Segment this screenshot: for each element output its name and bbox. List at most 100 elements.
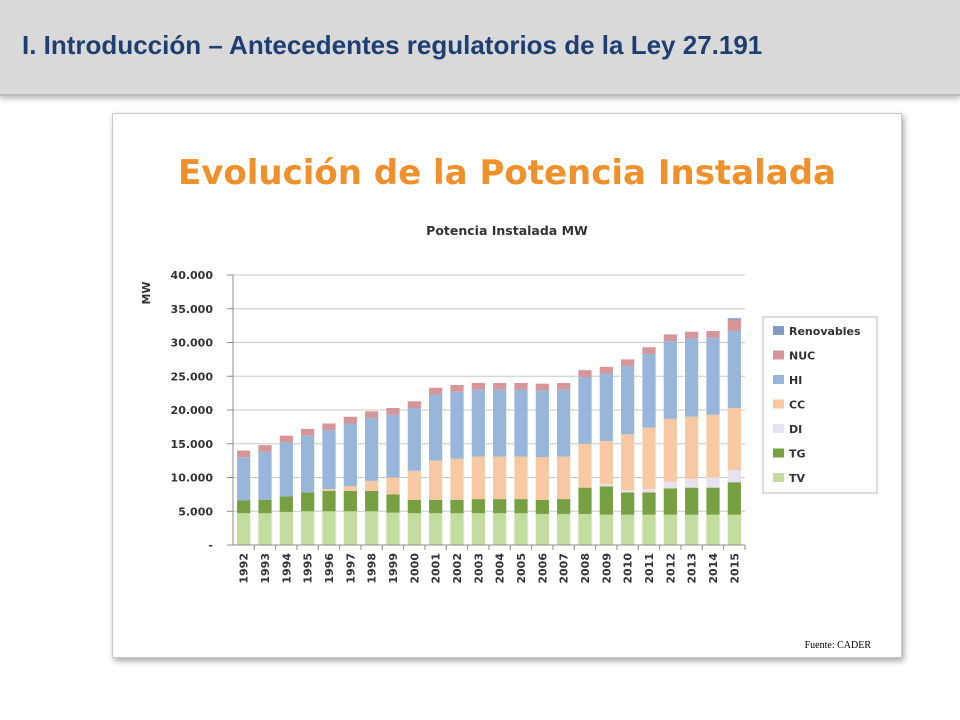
bar-segment-tg-2010 xyxy=(621,492,635,515)
bar-segment-cc-2002 xyxy=(450,458,464,500)
x-tick-label: 1998 xyxy=(366,553,379,584)
bar-segment-nuc-2010 xyxy=(621,359,635,367)
x-tick-label: 2006 xyxy=(536,553,549,584)
y-tick-label: 10.000 xyxy=(171,472,214,485)
bar-segment-tg-1997 xyxy=(343,491,357,512)
bar-segment-hi-2004 xyxy=(493,389,507,457)
y-tick-label: 40.000 xyxy=(171,269,214,282)
bar-segment-tg-1996 xyxy=(322,491,336,512)
bar-segment-tv-2015 xyxy=(727,514,741,546)
bar-segment-hi-2001 xyxy=(429,394,443,461)
bar-segment-renovables-2015 xyxy=(727,318,741,320)
bar-segment-cc-1997 xyxy=(343,486,357,491)
x-tick-label: 1996 xyxy=(323,553,336,584)
bar-segment-cc-2015 xyxy=(727,407,741,471)
bar-segment-nuc-2001 xyxy=(429,387,443,395)
x-tick-label: 1997 xyxy=(344,553,357,584)
bar-segment-cc-2007 xyxy=(557,456,571,500)
chart-image-frame: Evolución de la Potencia Instalada Poten… xyxy=(112,113,902,658)
bar-segment-hi-2007 xyxy=(557,389,571,457)
bar-segment-tg-2006 xyxy=(535,499,549,514)
x-tick-label: 2009 xyxy=(600,553,613,584)
legend-swatch-cc xyxy=(773,399,784,409)
bar-segment-nuc-2000 xyxy=(407,401,421,408)
bar-segment-tg-1999 xyxy=(386,494,400,513)
bar-segment-tv-2004 xyxy=(493,513,507,545)
bar-segment-di-2014 xyxy=(706,477,720,488)
x-tick-label: 2000 xyxy=(408,553,421,584)
bar-segment-tg-2012 xyxy=(663,488,677,515)
bar-segment-nuc-2003 xyxy=(471,383,485,390)
bar-segment-tv-1992 xyxy=(237,513,251,545)
bar-segment-cc-2012 xyxy=(663,418,677,482)
bar-segment-tv-1999 xyxy=(386,512,400,545)
bar-segment-nuc-2004 xyxy=(493,383,507,390)
bar-segment-nuc-2007 xyxy=(557,383,571,390)
bar-segment-cc-2014 xyxy=(706,414,720,478)
bar-segment-tv-1995 xyxy=(301,511,315,545)
x-tick-label: 1994 xyxy=(280,553,293,584)
bar-segment-hi-1996 xyxy=(322,430,336,489)
bar-segment-cc-2000 xyxy=(407,470,421,500)
bar-segment-cc-2011 xyxy=(642,427,656,489)
bars xyxy=(237,318,741,546)
bar-segment-nuc-2012 xyxy=(663,334,677,342)
bar-segment-tv-2013 xyxy=(685,514,699,546)
bar-segment-tv-2007 xyxy=(557,513,571,545)
x-tick-label: 2012 xyxy=(664,553,677,584)
bar-segment-tg-2014 xyxy=(706,487,720,515)
y-tick-label: 5.000 xyxy=(178,505,213,518)
legend-swatch-tv xyxy=(773,473,784,482)
bar-segment-nuc-1995 xyxy=(301,428,315,436)
bar-segment-cc-1996 xyxy=(322,488,336,491)
bar-segment-tv-2002 xyxy=(450,513,464,545)
bar-segment-hi-2015 xyxy=(727,331,741,408)
bar-segment-cc-2003 xyxy=(471,456,485,500)
bar-segment-nuc-1992 xyxy=(237,450,251,458)
bar-segment-hi-1993 xyxy=(258,451,272,500)
bar-segment-hi-2005 xyxy=(514,389,528,457)
bar-segment-nuc-1994 xyxy=(279,435,293,443)
bar-segment-tv-2008 xyxy=(578,513,592,545)
legend-swatch-renovables xyxy=(773,326,784,335)
bar-segment-nuc-2002 xyxy=(450,385,464,392)
legend-swatch-di xyxy=(773,424,784,433)
legend-label-tv: TV xyxy=(789,472,806,485)
bar-segment-cc-2009 xyxy=(599,441,613,485)
slide-header: I. Introducción – Antecedentes regulator… xyxy=(0,0,960,96)
bar-segment-tv-2001 xyxy=(429,513,443,545)
bar-segment-nuc-2011 xyxy=(642,347,656,354)
bar-segment-hi-2006 xyxy=(535,390,549,458)
y-tick-label: 35.000 xyxy=(171,303,214,316)
x-tick-label: 1995 xyxy=(302,553,315,584)
bar-segment-di-2010 xyxy=(621,490,635,493)
x-tick-label: 2007 xyxy=(558,553,571,584)
bar-segment-tg-2003 xyxy=(471,499,485,514)
bar-segment-tv-2000 xyxy=(407,513,421,545)
bar-segment-hi-2010 xyxy=(621,366,635,435)
legend-swatch-tg xyxy=(773,448,784,458)
bar-segment-tg-2011 xyxy=(642,492,656,515)
x-tick-label: 2004 xyxy=(494,553,507,584)
bar-segment-tg-2000 xyxy=(407,499,421,514)
bar-segment-nuc-2009 xyxy=(599,366,613,374)
bar-segment-nuc-2013 xyxy=(685,331,699,339)
y-tick-label: 15.000 xyxy=(171,438,214,451)
chart-banner: Evolución de la Potencia Instalada xyxy=(178,153,836,193)
bar-segment-tg-1993 xyxy=(258,499,272,514)
bar-segment-di-2015 xyxy=(727,470,741,483)
bar-segment-nuc-2005 xyxy=(514,383,528,390)
bar-segment-cc-2013 xyxy=(685,416,699,479)
bar-segment-cc-2005 xyxy=(514,456,528,500)
grid-lines xyxy=(233,274,745,512)
bar-segment-tg-1995 xyxy=(301,492,315,512)
legend-label-nuc: NUC xyxy=(789,350,815,363)
bar-segment-cc-2004 xyxy=(493,456,507,500)
bar-segment-tg-2001 xyxy=(429,499,443,514)
bar-segment-tg-2004 xyxy=(493,499,507,514)
y-tick-label: 20.000 xyxy=(171,404,214,417)
bar-segment-hi-2014 xyxy=(706,337,720,415)
bar-segment-tv-2003 xyxy=(471,513,485,545)
y-tick-label: 25.000 xyxy=(171,370,214,383)
bar-segment-tv-1996 xyxy=(322,511,336,545)
